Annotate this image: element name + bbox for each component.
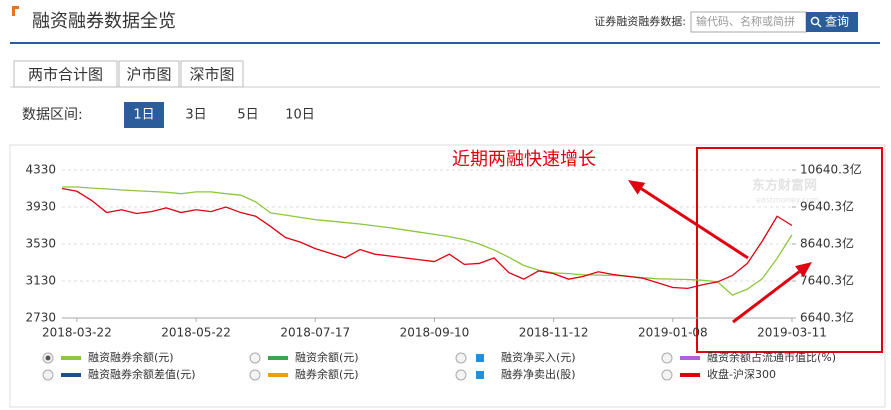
y2-tick-label: 8640.3亿: [800, 236, 854, 251]
legend-radio[interactable]: [249, 369, 261, 381]
y2-tick-label: 9640.3亿: [800, 199, 854, 214]
x-tick-label: 2018-09-10: [400, 326, 470, 340]
y2-tick-label: 6640.3亿: [800, 310, 854, 325]
series-line: [61, 187, 793, 290]
legend-swatch: [61, 356, 81, 360]
legend-label: 融资余额(元): [295, 350, 359, 364]
legend-label: 融资融券余额差值(元): [88, 367, 196, 381]
highlight-box: [696, 147, 883, 353]
tab-label: 深市图: [189, 66, 234, 84]
legend-label: 融资余额占流通市值比(%): [707, 350, 836, 364]
legend-swatch: [476, 371, 484, 379]
range-label: 数据区间:: [22, 107, 83, 123]
y2-tick-label: 10640.3亿: [800, 162, 862, 177]
watermark: 东方财富网: [752, 178, 817, 194]
annotation: 近期两融快速增长: [452, 149, 596, 170]
tab[interactable]: [13, 60, 118, 88]
x-tick-label: 2019-01-08: [638, 326, 708, 340]
legend-label: 融券余额(元): [295, 367, 359, 381]
chart-frame: [9, 144, 886, 408]
range-option[interactable]: 5日: [237, 108, 258, 123]
arrow-shaft: [732, 270, 801, 324]
arrow-shaft: [640, 187, 749, 260]
legend-radio[interactable]: [455, 352, 467, 364]
legend-label: 收盘-沪深300: [707, 367, 776, 381]
search-label: 证券融资融券数据:: [594, 14, 686, 28]
tab[interactable]: [180, 60, 244, 88]
search-placeholder: 输代码、名称或简拼: [696, 14, 795, 28]
page-title: 融资融券数据全览: [32, 11, 176, 32]
legend-radio-dot: [45, 355, 51, 361]
legend-radio[interactable]: [249, 352, 261, 364]
legend-radio[interactable]: [455, 369, 467, 381]
search-icon: [810, 16, 820, 26]
y2-tick-label: 7640.3亿: [800, 273, 854, 288]
legend-radio[interactable]: [661, 352, 673, 364]
x-tick-label: 2019-03-11: [757, 326, 827, 340]
search-button-label: 查询: [825, 15, 849, 29]
series-line: [62, 186, 793, 296]
y-tick-label: 3130: [25, 274, 56, 288]
tab-label: 沪市图: [126, 66, 171, 84]
range-active[interactable]: [124, 102, 164, 128]
y-tick-label: 3530: [25, 237, 56, 251]
range-option[interactable]: 10日: [285, 108, 315, 123]
corner-mark: [12, 6, 19, 16]
search-button[interactable]: [806, 12, 858, 32]
legend-swatch: [268, 356, 288, 360]
legend-label: 融券净卖出(股): [501, 367, 576, 381]
legend-radio[interactable]: [42, 369, 54, 381]
range-option[interactable]: 3日: [185, 108, 206, 123]
legend-swatch: [680, 373, 700, 377]
x-tick-label: 2018-03-22: [42, 326, 112, 340]
legend-label: 融资融券余额(元): [88, 350, 174, 364]
legend-swatch: [680, 356, 700, 360]
arrow-head: [795, 262, 812, 278]
search-icon-handle: [817, 23, 822, 28]
x-tick-label: 2018-11-12: [519, 326, 589, 340]
arrow-head: [628, 180, 646, 195]
tab-label: 两市合计图: [28, 66, 103, 84]
x-tick-label: 2018-05-22: [161, 326, 231, 340]
legend-swatch: [476, 354, 484, 362]
legend-swatch: [61, 373, 81, 377]
legend-label: 融资净买入(元): [501, 350, 576, 364]
legend-radio[interactable]: [661, 369, 673, 381]
y-tick-label: 3930: [25, 200, 56, 214]
watermark-sub: eastmoney.com: [756, 196, 819, 205]
y-tick-label: 2730: [25, 311, 56, 325]
legend-swatch: [268, 373, 288, 377]
range-option[interactable]: 1日: [133, 108, 154, 123]
tab[interactable]: [118, 60, 180, 88]
x-tick-label: 2018-07-17: [280, 326, 350, 340]
y-tick-label: 4330: [25, 163, 56, 177]
